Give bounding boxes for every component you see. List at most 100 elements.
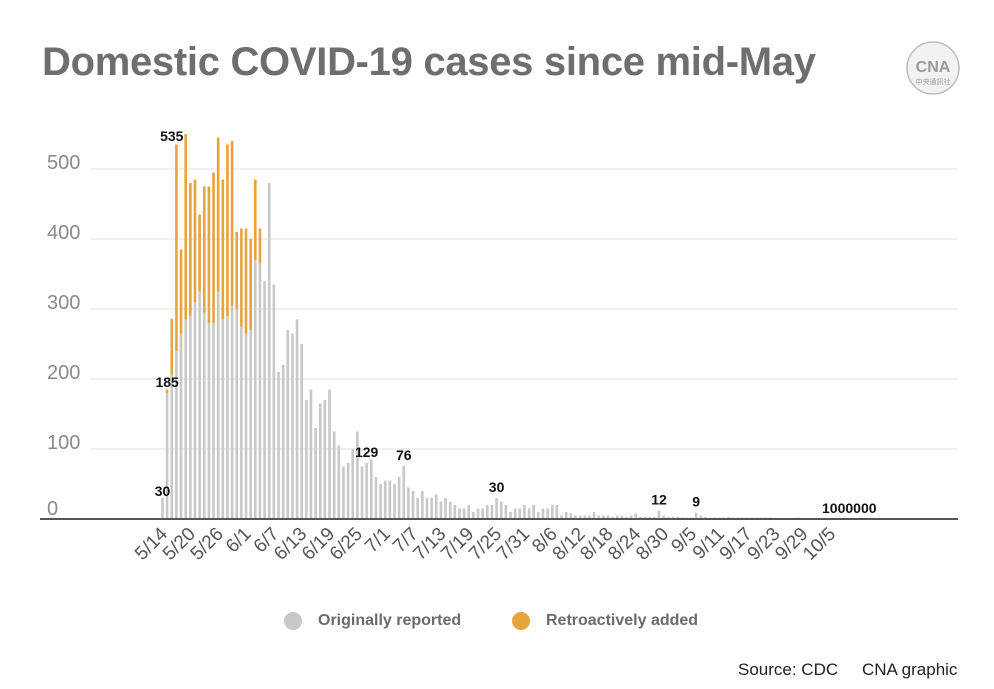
bar-original	[550, 505, 554, 519]
bar-retro	[249, 239, 252, 330]
legend-original-swatch	[284, 612, 302, 630]
bar-original	[490, 505, 494, 519]
bar-original	[291, 333, 294, 519]
bar-original	[189, 316, 192, 519]
bar-original	[175, 351, 178, 519]
bar-original	[643, 516, 647, 519]
bar-original	[634, 513, 638, 519]
bar-retro	[240, 228, 243, 327]
bar-original	[606, 515, 610, 519]
bar-original	[198, 291, 201, 519]
bar-original	[202, 312, 206, 519]
bar-original	[295, 319, 299, 519]
bar-retro	[254, 179, 257, 260]
bar-original	[397, 477, 401, 519]
bar-original	[323, 400, 327, 519]
legend-retro-label: Retroactively added	[546, 612, 699, 629]
bar-original	[653, 516, 656, 519]
bar-original	[328, 389, 331, 519]
bar-original	[379, 484, 382, 519]
data-label: 30	[155, 483, 171, 499]
bar-original	[370, 459, 373, 519]
bar-original	[699, 515, 703, 519]
bar-retro	[198, 214, 201, 292]
y-tick-label: 200	[47, 362, 80, 384]
bar-original	[411, 491, 415, 519]
bar-original	[537, 512, 540, 519]
bar-original	[588, 515, 591, 519]
bar-original	[235, 309, 239, 519]
bar-original	[165, 393, 169, 519]
bar-retro	[207, 186, 211, 323]
bar-original	[407, 487, 410, 519]
bar-original	[560, 515, 563, 519]
bar-original	[374, 477, 378, 519]
bar-original	[281, 365, 285, 519]
bar-original	[620, 515, 624, 519]
x-tick-label: 10/5	[799, 524, 840, 565]
bar-original	[564, 512, 568, 519]
y-tick-label: 100	[47, 432, 80, 454]
bar-original	[346, 463, 350, 519]
data-label: 1000000	[822, 500, 877, 516]
y-tick-label: 400	[47, 222, 80, 244]
bar-original	[499, 501, 503, 519]
bar-original	[555, 505, 559, 519]
bar-retro	[165, 389, 169, 393]
bar-original	[161, 498, 164, 519]
bar-retro	[212, 172, 215, 323]
data-label: 9	[692, 494, 700, 510]
bar-original	[351, 449, 355, 519]
bar-original	[254, 260, 257, 519]
bar-original	[671, 516, 675, 519]
credit-label: CNA graphic	[862, 660, 958, 679]
bar-original	[300, 344, 303, 519]
bar-original	[523, 505, 526, 519]
data-label: 185	[155, 374, 179, 390]
bar-original	[518, 508, 522, 519]
bar-original	[486, 505, 489, 519]
y-tick-label: 500	[47, 152, 80, 174]
bar-original	[207, 323, 211, 519]
legend-retro: Retroactively added	[512, 612, 698, 630]
y-tick-label: 300	[47, 292, 80, 314]
bar-original	[509, 512, 512, 519]
bar-original	[467, 505, 471, 519]
bar-original	[342, 466, 345, 519]
bar-original	[704, 516, 707, 519]
bar-original	[532, 505, 535, 519]
data-label: 129	[355, 444, 379, 460]
page-title: Domestic COVID-19 cases since mid-May	[42, 40, 816, 84]
bar-original	[193, 302, 197, 519]
logo-text: CNA	[916, 59, 951, 76]
bar-original	[402, 465, 406, 519]
x-tick-label: 8/30	[632, 524, 673, 565]
bar-original	[574, 515, 577, 519]
bar-original	[393, 484, 396, 519]
bar-retro	[189, 183, 192, 316]
bar-original	[639, 516, 642, 519]
bar-original	[462, 508, 466, 519]
x-tick-label: 5/26	[187, 524, 228, 565]
bar-original	[666, 516, 670, 519]
bar-original	[541, 508, 545, 519]
bar-retro	[202, 186, 206, 313]
x-tick-label: 6/25	[326, 524, 367, 565]
bar-original	[314, 428, 317, 519]
bar-retro	[175, 144, 178, 351]
bar-original	[421, 491, 424, 519]
bar-original	[569, 513, 573, 519]
bar-retro	[221, 179, 225, 320]
bar-original	[221, 319, 225, 519]
bar-original	[602, 515, 605, 519]
bar-retro	[226, 144, 229, 316]
bar-original	[258, 263, 262, 519]
bar-original	[694, 512, 698, 519]
bar-original	[240, 326, 243, 519]
bar-original	[458, 508, 461, 519]
bar-retro	[179, 249, 183, 334]
bar-original	[332, 431, 336, 519]
bar-original	[216, 291, 220, 519]
bar-original	[360, 466, 364, 519]
